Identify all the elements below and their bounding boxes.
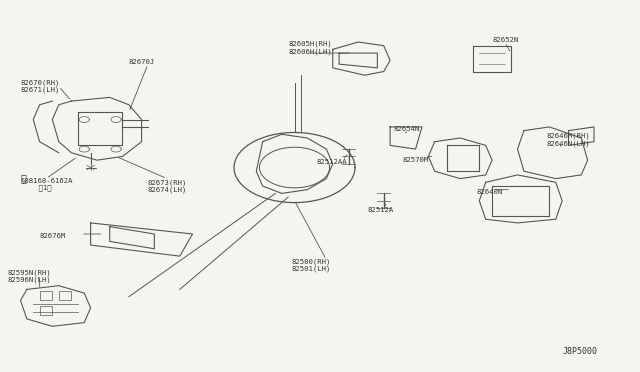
Text: 82570M: 82570M — [403, 157, 429, 163]
Text: 82595N(RH)
82596N(LH): 82595N(RH) 82596N(LH) — [8, 269, 51, 283]
Text: 82676M: 82676M — [40, 233, 66, 239]
Text: 82646M(RH)
82646N(LH): 82646M(RH) 82646N(LH) — [546, 133, 590, 147]
Text: 82640N: 82640N — [476, 189, 502, 195]
Text: 82654N: 82654N — [394, 126, 420, 132]
Text: 82670J: 82670J — [129, 59, 155, 65]
Text: 82512AA: 82512AA — [317, 159, 348, 165]
Text: 82652N: 82652N — [492, 37, 518, 43]
Text: 82512A: 82512A — [368, 207, 394, 213]
Text: 82605H(RH)
82606H(LH): 82605H(RH) 82606H(LH) — [288, 41, 332, 55]
Text: 82500(RH)
82501(LH): 82500(RH) 82501(LH) — [291, 259, 331, 272]
Text: §08168-6162A
    （1）: §08168-6162A （1） — [20, 177, 73, 191]
Text: J8P5000: J8P5000 — [562, 347, 597, 356]
Text: 82673(RH)
82674(LH): 82673(RH) 82674(LH) — [148, 179, 188, 193]
Text: Ⓢ: Ⓢ — [20, 174, 27, 184]
Text: 82670(RH)
82671(LH): 82670(RH) 82671(LH) — [20, 79, 60, 93]
